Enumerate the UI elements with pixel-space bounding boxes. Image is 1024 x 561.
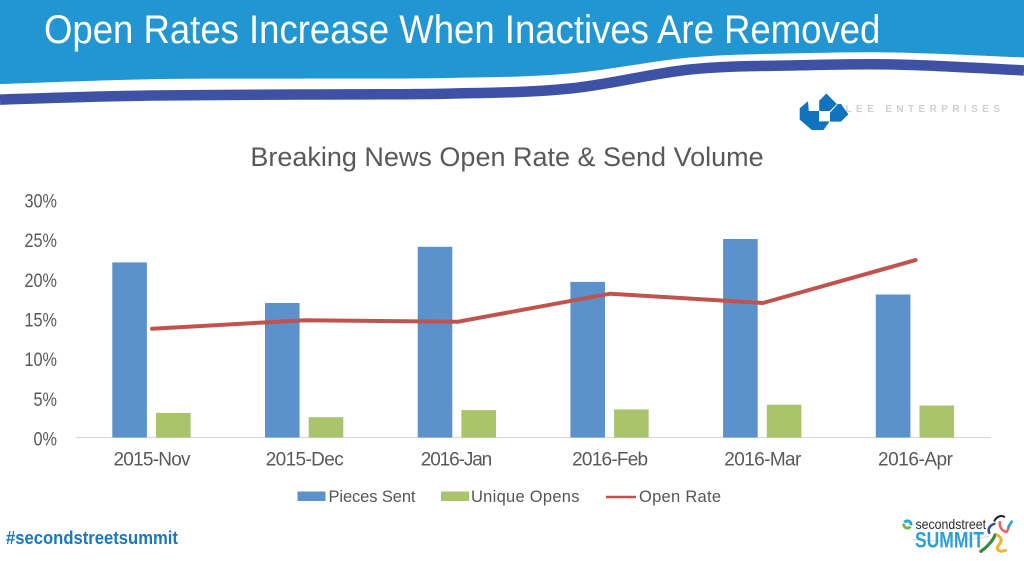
svg-text:Unique Opens: Unique Opens bbox=[471, 488, 580, 506]
svg-text:0%: 0% bbox=[34, 430, 58, 451]
svg-text:Open Rate: Open Rate bbox=[639, 488, 721, 506]
svg-text:5%: 5% bbox=[34, 390, 58, 411]
svg-text:15%: 15% bbox=[25, 311, 58, 332]
svg-text:2016-Jan: 2016-Jan bbox=[421, 450, 493, 471]
svg-text:2016-Apr: 2016-Apr bbox=[878, 450, 954, 471]
svg-text:2015-Dec: 2015-Dec bbox=[266, 450, 344, 471]
svg-text:30%: 30% bbox=[25, 192, 58, 213]
svg-text:Pieces Sent: Pieces Sent bbox=[329, 488, 416, 506]
svg-text:LEE ENTERPRISES: LEE ENTERPRISES bbox=[846, 104, 1005, 115]
svg-text:secondstreet: secondstreet bbox=[916, 516, 987, 532]
svg-text:25%: 25% bbox=[25, 231, 58, 252]
svg-text:20%: 20% bbox=[25, 271, 58, 292]
svg-text:2016-Mar: 2016-Mar bbox=[724, 450, 802, 471]
svg-text:10%: 10% bbox=[25, 350, 58, 371]
svg-text:SUMMIT: SUMMIT bbox=[915, 528, 984, 553]
svg-text:2016-Feb: 2016-Feb bbox=[572, 450, 648, 471]
svg-text:2015-Nov: 2015-Nov bbox=[114, 450, 192, 471]
